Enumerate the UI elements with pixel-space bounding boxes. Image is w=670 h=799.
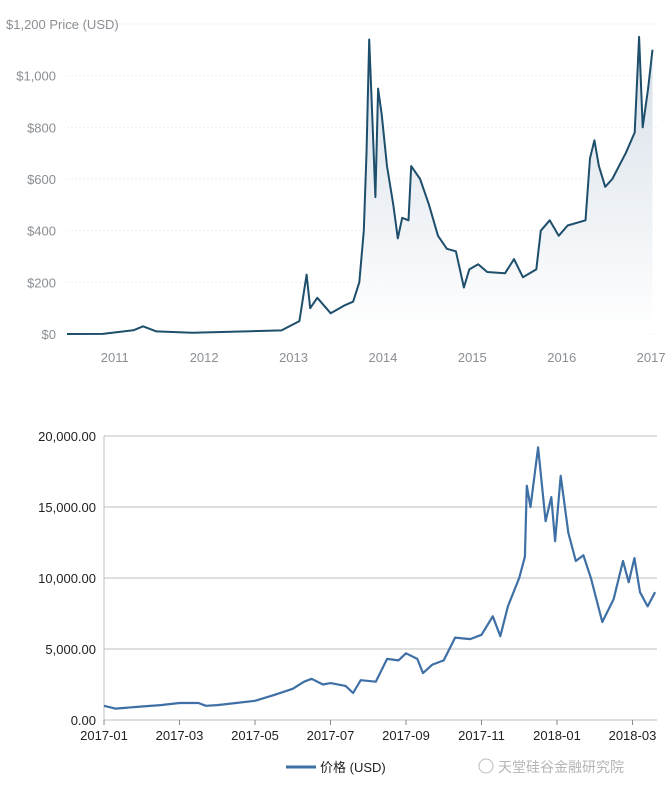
y-tick-label: 5,000.00 <box>45 642 96 657</box>
x-tick-label: 2017 <box>637 350 666 365</box>
x-tick-label: 2015 <box>458 350 487 365</box>
x-tick-label: 2017-01 <box>80 728 128 743</box>
y-tick-label: 20,000.00 <box>38 429 96 444</box>
watermark-text: 天堂硅谷金融研究院 <box>498 759 624 775</box>
watermark-icon <box>478 758 494 774</box>
price-line <box>103 446 657 710</box>
x-tick-label: 2018-03 <box>609 728 657 743</box>
x-tick-label: 2014 <box>368 350 397 365</box>
x-tick-label: 2013 <box>279 350 308 365</box>
y-tick-label: $800 <box>27 120 56 135</box>
x-tick-label: 2011 <box>101 350 129 365</box>
y-tick-label: $400 <box>27 224 56 239</box>
x-tick-label: 2016 <box>547 350 576 365</box>
x-tick-label: 2017-05 <box>231 728 279 743</box>
y-tick-label: 0.00 <box>71 713 96 728</box>
y-tick-label: $1,000 <box>16 69 56 84</box>
price-line <box>66 35 654 335</box>
y-tick-label: $1,200 Price (USD) <box>6 17 119 32</box>
y-tick-label: $200 <box>27 275 56 290</box>
x-tick-label: 2017-11 <box>458 728 505 743</box>
y-tick-label: 15,000.00 <box>38 500 96 515</box>
x-tick-label: 2017-07 <box>307 728 355 743</box>
price-area-fill <box>67 36 653 335</box>
x-tick-label: 2017-09 <box>382 728 430 743</box>
bitcoin-price-chart-2011-2017: $0 $200 $400 $600 $800 $1,000 $1,200 Price (US… <box>6 17 666 365</box>
x-tick-label: 2017-03 <box>156 728 204 743</box>
x-tick-label: 2012 <box>190 350 219 365</box>
bitcoin-price-chart-2017-2018: 0.00 5,000.00 10,000.00 15,000.00 20,000.00 2… <box>38 429 657 775</box>
y-tick-label: $0 <box>42 327 56 342</box>
y-tick-label: 10,000.00 <box>38 571 96 586</box>
legend-label: 价格 (USD) <box>320 760 386 775</box>
x-tick-label: 2018-01 <box>533 728 581 743</box>
y-tick-label: $600 <box>27 172 56 187</box>
